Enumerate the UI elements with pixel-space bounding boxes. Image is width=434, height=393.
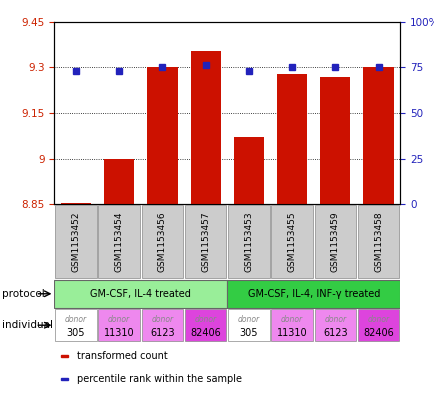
Bar	[61, 202, 91, 204]
Text: individual: individual	[2, 320, 53, 330]
Text: GM-CSF, IL-4, INF-γ treated: GM-CSF, IL-4, INF-γ treated	[247, 289, 379, 299]
Bar	[233, 137, 263, 204]
FancyBboxPatch shape	[271, 205, 312, 278]
Text: GSM1153459: GSM1153459	[330, 211, 339, 272]
FancyBboxPatch shape	[314, 205, 355, 278]
Text: GSM1153453: GSM1153453	[244, 211, 253, 272]
FancyBboxPatch shape	[184, 205, 226, 278]
Text: donor: donor	[151, 315, 173, 324]
FancyBboxPatch shape	[98, 205, 140, 278]
FancyBboxPatch shape	[55, 309, 96, 341]
Bar	[190, 51, 220, 204]
Text: GSM1153458: GSM1153458	[373, 211, 382, 272]
FancyBboxPatch shape	[227, 309, 269, 341]
FancyBboxPatch shape	[357, 309, 398, 341]
FancyBboxPatch shape	[357, 205, 398, 278]
Text: GSM1153457: GSM1153457	[201, 211, 210, 272]
Text: 6123: 6123	[150, 327, 174, 338]
Text: donor: donor	[367, 315, 389, 324]
Text: GSM1153452: GSM1153452	[71, 211, 80, 272]
Text: 305: 305	[239, 327, 257, 338]
Bar	[319, 77, 350, 204]
Text: donor: donor	[324, 315, 345, 324]
Text: donor: donor	[237, 315, 260, 324]
Text: 82406: 82406	[190, 327, 220, 338]
Text: 11310: 11310	[276, 327, 307, 338]
Bar	[363, 67, 393, 204]
Bar	[147, 67, 177, 204]
Bar	[61, 378, 68, 380]
Text: 6123: 6123	[322, 327, 347, 338]
Bar	[104, 159, 134, 204]
FancyBboxPatch shape	[227, 205, 269, 278]
Text: percentile rank within the sample: percentile rank within the sample	[77, 374, 241, 384]
FancyBboxPatch shape	[141, 309, 183, 341]
FancyBboxPatch shape	[141, 205, 183, 278]
Text: GSM1153454: GSM1153454	[115, 211, 123, 272]
FancyBboxPatch shape	[314, 309, 355, 341]
FancyBboxPatch shape	[227, 280, 399, 308]
Text: donor: donor	[65, 315, 87, 324]
Text: GSM1153455: GSM1153455	[287, 211, 296, 272]
Text: 11310: 11310	[104, 327, 134, 338]
Text: GM-CSF, IL-4 treated: GM-CSF, IL-4 treated	[90, 289, 191, 299]
Text: 305: 305	[66, 327, 85, 338]
Bar	[276, 74, 306, 204]
Text: donor: donor	[280, 315, 302, 324]
Text: donor: donor	[108, 315, 130, 324]
Text: 82406: 82406	[362, 327, 393, 338]
Text: donor: donor	[194, 315, 216, 324]
Bar	[61, 355, 68, 357]
Text: GSM1153456: GSM1153456	[158, 211, 167, 272]
FancyBboxPatch shape	[55, 205, 96, 278]
Text: protocol: protocol	[2, 289, 45, 299]
FancyBboxPatch shape	[98, 309, 140, 341]
Text: transformed count: transformed count	[77, 351, 167, 361]
FancyBboxPatch shape	[271, 309, 312, 341]
FancyBboxPatch shape	[184, 309, 226, 341]
FancyBboxPatch shape	[54, 280, 227, 308]
